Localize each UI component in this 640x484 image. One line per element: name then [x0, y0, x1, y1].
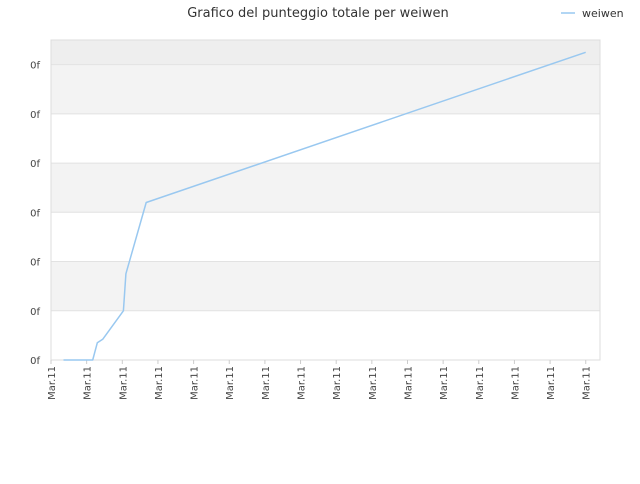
x-tick-label: Mar.11 — [190, 366, 201, 400]
x-tick-label: Mar.11 — [332, 366, 343, 400]
y-tick-label: 0f — [30, 307, 40, 318]
x-axis-ticks: Mar.11 Mar.11 Mar.11 Mar.11 Mar.11 Mar.11 Mar.… — [47, 360, 593, 400]
y-tick-label: 0f — [30, 258, 40, 269]
y-tick-label: 0f — [30, 110, 40, 121]
plot-band — [51, 261, 600, 311]
chart-title: Grafico del punteggio totale per weiwen — [187, 6, 449, 21]
y-tick-label: 0f — [30, 61, 40, 72]
y-tick-label: 0f — [30, 208, 40, 219]
x-tick-label: Mar.11 — [582, 366, 593, 400]
plot-band — [51, 310, 600, 360]
x-tick-label: Mar.11 — [297, 366, 308, 400]
x-tick-label: Mar.11 — [403, 366, 414, 400]
plot-band — [51, 212, 600, 262]
x-tick-label: Mar.11 — [225, 366, 236, 400]
y-tick-label: 0f — [30, 356, 40, 367]
x-tick-label: Mar.11 — [439, 366, 450, 400]
plot-band — [51, 113, 600, 164]
plot-band — [51, 64, 600, 114]
x-tick-label: Mar.11 — [510, 366, 521, 400]
plot-band — [51, 40, 600, 65]
x-tick-label: Mar.11 — [475, 366, 486, 400]
series-layer — [63, 51, 586, 361]
legend: weiwen — [561, 7, 624, 20]
legend-label: weiwen — [582, 7, 624, 20]
plot-bands — [51, 40, 600, 360]
x-tick-label: Mar.11 — [154, 366, 165, 400]
x-tick-label: Mar.11 — [83, 366, 94, 400]
x-tick-label: Mar.11 — [368, 366, 379, 400]
plot-frame — [50, 39, 601, 361]
x-tick-label: Mar.11 — [261, 366, 272, 400]
plot-band — [51, 163, 600, 213]
y-tick-label: 0f — [30, 159, 40, 170]
gridlines — [51, 64, 600, 312]
x-tick-label: Mar.11 — [546, 366, 557, 400]
series-line-weiwen — [63, 51, 586, 361]
y-axis-ticks: 0f 0f 0f 0f 0f 0f 0f — [30, 61, 40, 367]
x-tick-label: Mar.11 — [47, 366, 58, 400]
x-tick-label: Mar.11 — [118, 366, 129, 400]
